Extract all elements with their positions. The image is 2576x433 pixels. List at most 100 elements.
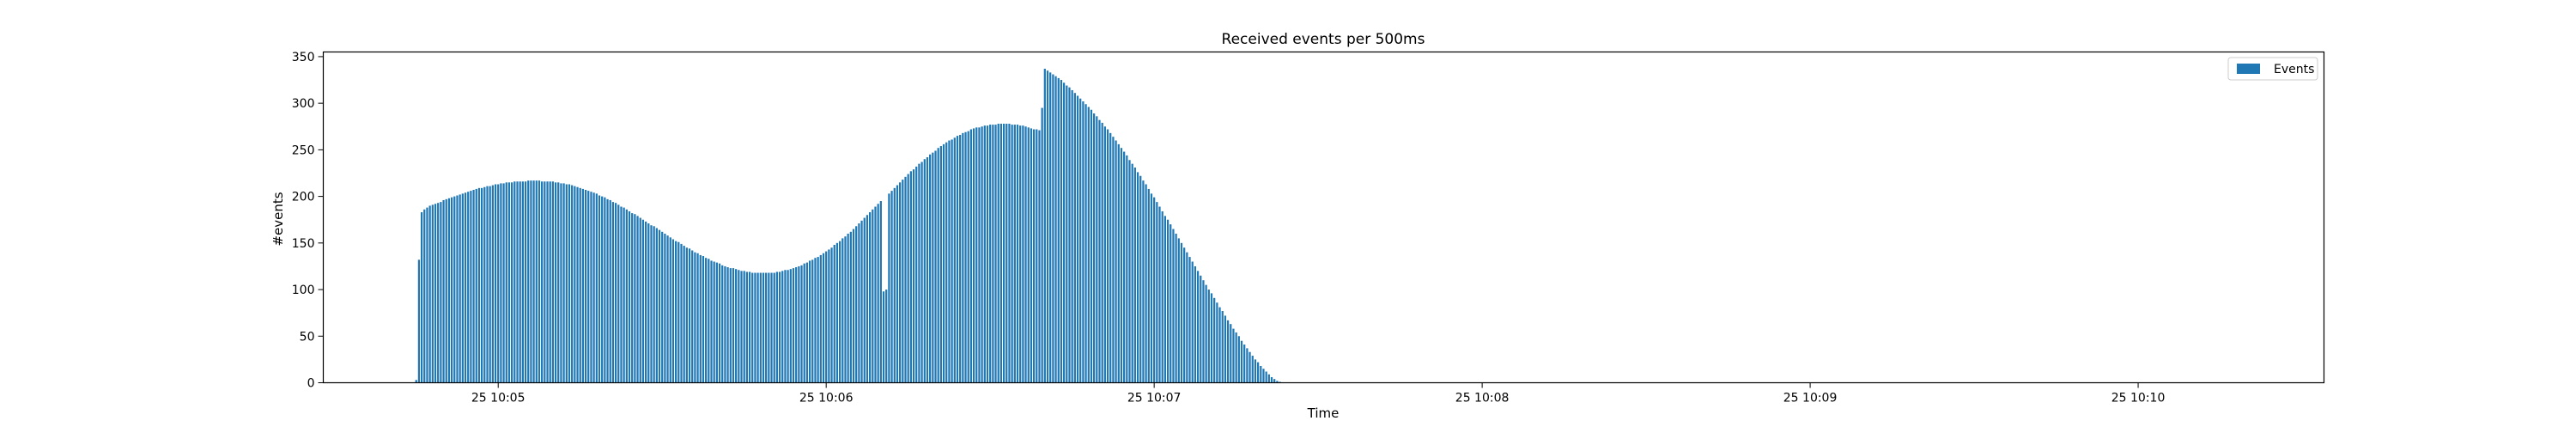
bar bbox=[743, 271, 745, 383]
bar bbox=[611, 202, 615, 383]
bar bbox=[1052, 74, 1054, 383]
bar bbox=[1153, 197, 1156, 383]
bar bbox=[939, 146, 942, 383]
bar bbox=[847, 233, 849, 383]
bar bbox=[598, 195, 601, 383]
bar bbox=[694, 252, 696, 383]
bar bbox=[1128, 160, 1131, 383]
bar bbox=[754, 272, 756, 383]
bar bbox=[992, 125, 994, 383]
bar bbox=[1230, 324, 1232, 383]
bar bbox=[833, 244, 835, 383]
bar bbox=[1265, 371, 1267, 383]
bar bbox=[1235, 332, 1237, 383]
x-tick-label: 25 10:07 bbox=[1127, 392, 1182, 406]
bar bbox=[852, 229, 855, 383]
bar bbox=[1276, 381, 1279, 383]
bar bbox=[1210, 293, 1213, 383]
bar bbox=[1016, 125, 1019, 383]
bar bbox=[620, 206, 623, 383]
x-tick-label: 25 10:08 bbox=[1455, 392, 1510, 406]
bar bbox=[1166, 219, 1170, 383]
bar bbox=[1191, 261, 1194, 383]
bar bbox=[1049, 72, 1052, 383]
bar bbox=[1060, 80, 1063, 383]
bar bbox=[872, 209, 874, 383]
bar bbox=[584, 190, 587, 383]
bar bbox=[989, 125, 992, 383]
y-tick-label: 0 bbox=[307, 377, 315, 391]
bar bbox=[953, 137, 956, 383]
bar bbox=[590, 192, 592, 383]
bar bbox=[915, 166, 918, 383]
legend-box bbox=[2227, 57, 2318, 81]
y-axis-label: #events bbox=[270, 192, 286, 246]
bar bbox=[1161, 210, 1163, 383]
bar bbox=[617, 204, 620, 383]
bar bbox=[431, 204, 434, 383]
bar bbox=[1205, 284, 1207, 383]
bar bbox=[1063, 82, 1066, 383]
bar bbox=[1084, 104, 1087, 383]
bar bbox=[1142, 180, 1145, 383]
bar bbox=[1002, 124, 1005, 383]
bar bbox=[655, 228, 658, 383]
bar bbox=[705, 258, 708, 383]
bar bbox=[1163, 216, 1166, 383]
bar bbox=[579, 187, 581, 383]
bar bbox=[715, 262, 718, 383]
bar bbox=[623, 207, 625, 383]
bar bbox=[677, 241, 680, 383]
bar bbox=[453, 196, 456, 383]
bar bbox=[1079, 98, 1082, 383]
bar bbox=[975, 127, 978, 383]
bar bbox=[787, 270, 789, 383]
bar bbox=[721, 265, 724, 383]
bar bbox=[1202, 280, 1205, 383]
bar bbox=[595, 193, 598, 383]
bar bbox=[1183, 247, 1186, 383]
bar bbox=[1112, 137, 1115, 383]
bar bbox=[614, 203, 617, 383]
bar bbox=[775, 271, 778, 383]
bar bbox=[1115, 140, 1117, 383]
bar bbox=[440, 202, 442, 383]
bar bbox=[1237, 336, 1240, 383]
bar bbox=[442, 199, 445, 383]
bar bbox=[1196, 271, 1200, 383]
bar bbox=[849, 231, 852, 383]
bar bbox=[765, 272, 768, 383]
bar bbox=[574, 186, 576, 383]
bar bbox=[415, 380, 417, 383]
bar bbox=[491, 185, 494, 383]
bar bbox=[664, 233, 666, 383]
bar bbox=[942, 143, 945, 383]
bar bbox=[1256, 362, 1260, 383]
bar bbox=[1103, 126, 1106, 383]
bar bbox=[962, 132, 964, 383]
bar bbox=[557, 182, 560, 383]
bar bbox=[565, 184, 568, 383]
bar bbox=[879, 201, 882, 383]
bar bbox=[1262, 369, 1265, 383]
bar bbox=[959, 135, 962, 383]
bar bbox=[1131, 163, 1133, 383]
bar bbox=[855, 226, 858, 383]
bar bbox=[1150, 193, 1153, 383]
bar bbox=[1224, 315, 1227, 383]
bar bbox=[653, 226, 655, 383]
bar bbox=[544, 181, 546, 383]
bar bbox=[702, 256, 705, 383]
bar bbox=[1200, 275, 1202, 383]
bar bbox=[647, 223, 650, 383]
bar bbox=[1139, 175, 1142, 383]
bar bbox=[1019, 125, 1022, 383]
bar bbox=[477, 187, 481, 383]
x-tick-label: 25 10:09 bbox=[1783, 392, 1838, 406]
bar bbox=[1022, 125, 1024, 383]
bar bbox=[778, 271, 781, 383]
bar bbox=[909, 171, 912, 383]
bar bbox=[1133, 167, 1136, 383]
bar bbox=[792, 268, 795, 383]
